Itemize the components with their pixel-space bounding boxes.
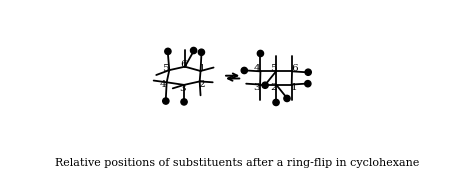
Text: 2: 2 [199, 80, 205, 89]
Text: 4: 4 [160, 80, 166, 89]
Circle shape [284, 95, 290, 101]
Text: 3: 3 [253, 83, 260, 92]
Circle shape [191, 47, 197, 54]
Circle shape [273, 99, 279, 106]
Circle shape [198, 49, 205, 55]
Text: 1: 1 [291, 83, 297, 92]
Circle shape [305, 80, 311, 87]
Circle shape [262, 82, 268, 88]
Text: 1: 1 [199, 64, 206, 73]
Circle shape [241, 67, 247, 74]
Circle shape [181, 99, 187, 105]
Circle shape [305, 69, 311, 75]
Text: 5: 5 [270, 64, 277, 73]
Text: 2: 2 [270, 83, 277, 92]
Text: 4: 4 [254, 64, 260, 73]
Circle shape [257, 50, 264, 57]
Text: 6: 6 [291, 64, 298, 73]
Text: 5: 5 [162, 64, 169, 73]
Text: 3: 3 [179, 84, 186, 93]
Text: 6: 6 [180, 60, 186, 69]
Text: Relative positions of substituents after a ring-flip in cyclohexane: Relative positions of substituents after… [55, 158, 419, 168]
Circle shape [163, 98, 169, 104]
Circle shape [165, 48, 171, 55]
